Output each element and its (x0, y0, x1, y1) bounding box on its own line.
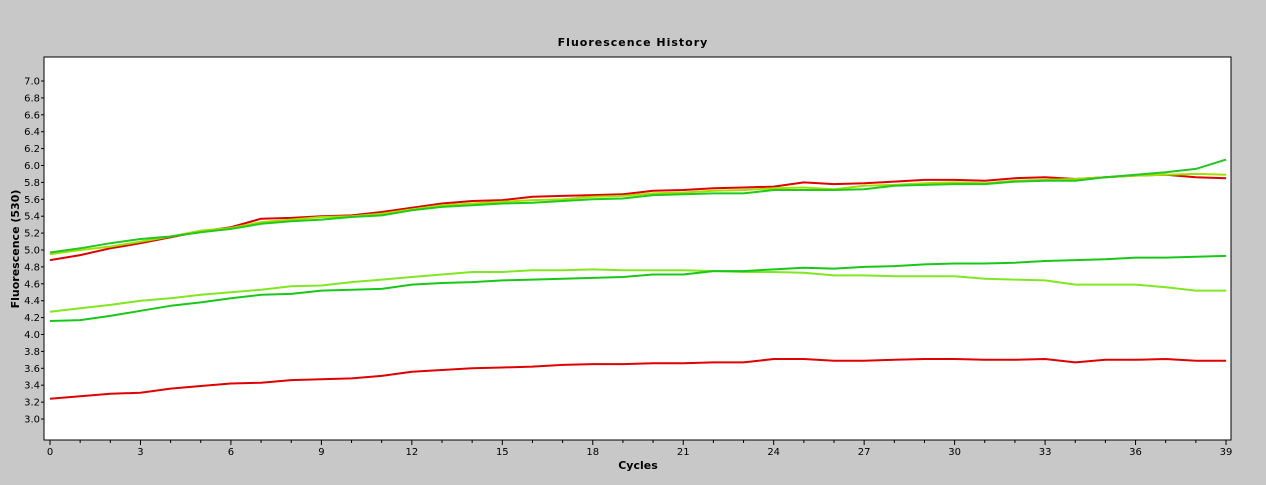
y-axis-label: Fluorescence (530) (9, 190, 22, 309)
y-tick-label: 5.6 (24, 195, 40, 206)
y-tick-label: 6.0 (24, 161, 40, 172)
x-tick-label: 9 (318, 447, 324, 458)
x-tick-label: 6 (228, 447, 234, 458)
series-line-1 (49, 173, 1227, 262)
x-axis-label: Cycles (618, 459, 658, 472)
x-tick-label: 18 (586, 447, 599, 458)
y-tick-label: 4.4 (24, 296, 40, 307)
y-tick-label: 4.6 (24, 279, 40, 290)
y-tick-label: 3.4 (24, 381, 40, 392)
x-tick-label: 36 (1129, 447, 1142, 458)
x-tick-label: 21 (677, 447, 690, 458)
y-tick-label: 4.8 (24, 262, 40, 273)
x-tick-label: 15 (496, 447, 509, 458)
y-tick-label: 4.0 (24, 330, 40, 341)
y-tick-label: 4.2 (24, 313, 40, 324)
y-tick-label: 7.0 (24, 77, 40, 88)
x-tick-label: 3 (137, 447, 143, 458)
y-tick-label: 3.0 (24, 415, 40, 426)
chart-title: Fluorescence History (557, 36, 709, 49)
y-tick-label: 6.2 (24, 144, 40, 155)
y-tick-label: 5.0 (24, 246, 40, 257)
y-tick-label: 6.4 (24, 127, 40, 138)
y-tick-label: 6.6 (24, 110, 40, 121)
y-tick-label: 3.8 (24, 347, 40, 358)
x-tick-label: 33 (1039, 447, 1052, 458)
x-tick-label: 39 (1220, 447, 1233, 458)
x-tick-label: 12 (405, 447, 418, 458)
series-line-3 (49, 158, 1227, 254)
y-tick-label: 5.4 (24, 212, 40, 223)
y-tick-label: 5.8 (24, 178, 40, 189)
series-line-5 (49, 254, 1227, 322)
series-line-4 (49, 268, 1226, 313)
x-tick-label: 27 (858, 447, 871, 458)
series-group (49, 158, 1227, 400)
axes: 3.0 3.2 3.4 3.6 3.8 4.0 4.2 4.4 4.6 4.8 5.0 5.2 5.4 5… (24, 77, 1232, 459)
x-tick-label: 30 (948, 447, 961, 458)
x-tick-label: 0 (47, 447, 53, 458)
y-tick-label: 3.6 (24, 364, 40, 375)
y-tick-label: 6.8 (24, 93, 40, 104)
y-tick-label: 3.2 (24, 398, 40, 409)
series-line-6 (49, 358, 1226, 400)
plot-area (43, 56, 1232, 441)
x-tick-label: 24 (767, 447, 780, 458)
y-tick-label: 5.2 (24, 229, 40, 240)
